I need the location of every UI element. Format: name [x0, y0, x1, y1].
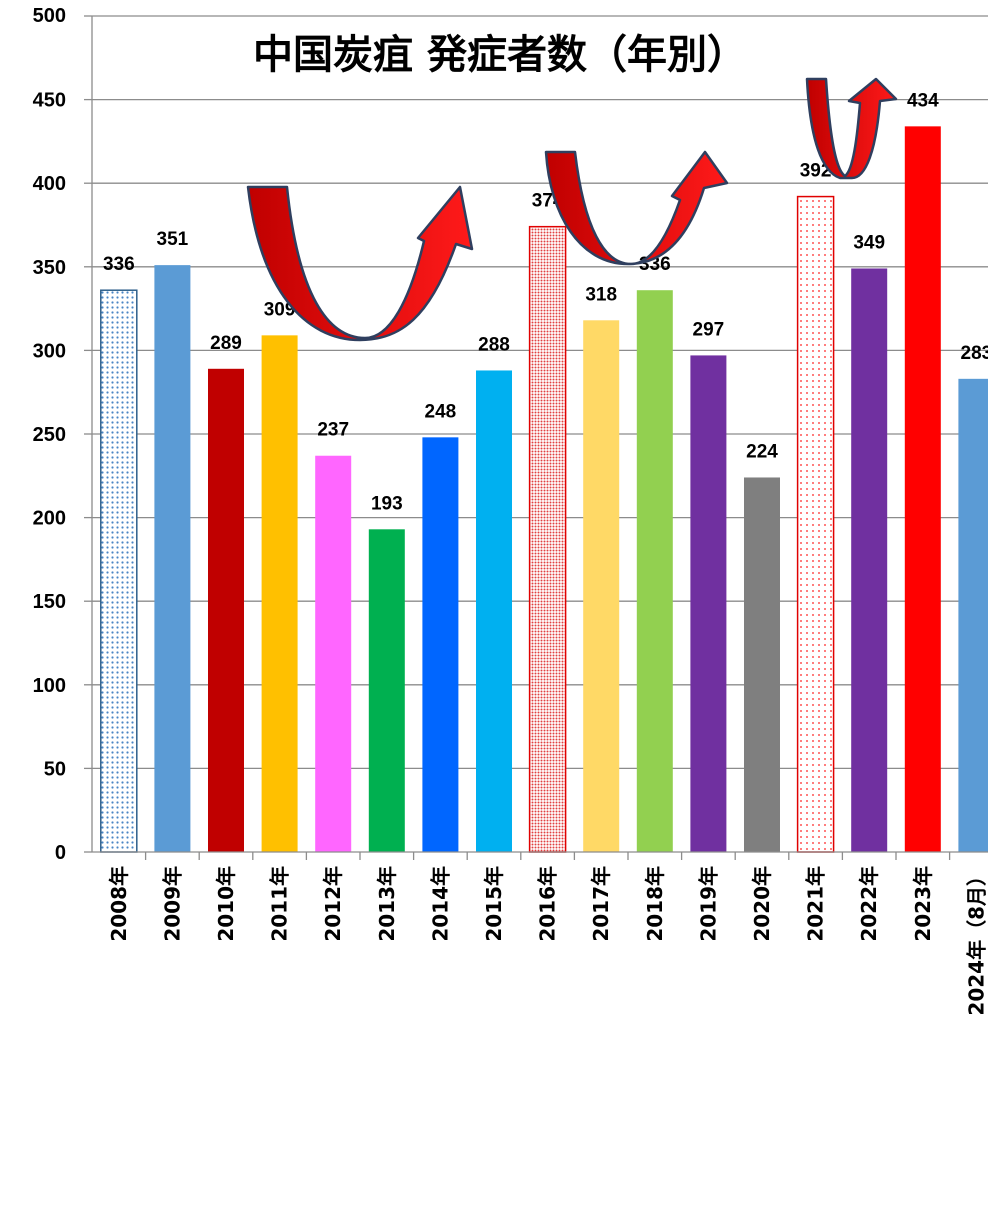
bars	[100, 126, 988, 853]
data-label: 392	[800, 161, 832, 182]
bar	[796, 195, 835, 853]
bar	[476, 370, 512, 852]
bar	[422, 437, 459, 852]
x-tick-label: 2012年	[321, 866, 345, 942]
x-tick-label: 2008年	[107, 866, 131, 942]
x-tick-label: 2010年	[214, 866, 238, 942]
y-tick-label: 300	[33, 340, 66, 362]
u-turn-arrow-icon	[246, 185, 474, 342]
bar	[744, 477, 780, 852]
x-tick-label: 2015年	[482, 866, 506, 942]
bar	[100, 289, 138, 853]
y-tick-label: 450	[33, 90, 66, 112]
x-tick-label: 2018年	[643, 866, 667, 942]
x-tick-label: 2014年	[428, 866, 452, 942]
data-label: 349	[853, 232, 885, 253]
bar	[208, 368, 244, 852]
bar	[851, 268, 888, 852]
bar	[154, 265, 191, 852]
x-tick-label: 2011年	[268, 866, 292, 942]
y-tick-label: 500	[33, 5, 66, 27]
data-label: 288	[478, 334, 510, 355]
bar	[368, 529, 405, 852]
x-tick-label: 2021年	[804, 866, 828, 942]
bar	[528, 225, 567, 853]
x-tick-label: 2016年	[536, 866, 560, 942]
data-label: 434	[907, 90, 939, 111]
x-axis: 2008年 2009年 2010年 2011年 2012年 2013年 2014年 2015年…	[92, 851, 988, 1016]
bar	[958, 378, 988, 852]
y-tick-label: 150	[33, 591, 66, 613]
x-tick-label: 2024年（8月）	[964, 866, 988, 1016]
data-label: 224	[746, 441, 778, 462]
x-tick-label: 2019年	[696, 866, 720, 942]
chart-title: 中国炭疽 発症者数（年別）	[253, 32, 747, 78]
data-label: 351	[157, 229, 189, 250]
bar	[904, 126, 941, 853]
y-tick-label: 0	[55, 842, 66, 864]
data-label: 318	[585, 284, 617, 305]
x-tick-label: 2013年	[375, 866, 399, 942]
y-tick-label: 200	[33, 508, 66, 530]
data-label: 336	[103, 254, 135, 275]
data-label: 248	[425, 401, 457, 422]
x-tick-label: 2020年	[750, 866, 774, 942]
u-turn-arrow-icon	[544, 150, 729, 266]
data-label: 289	[210, 333, 242, 354]
u-turn-arrow-icon	[805, 77, 898, 180]
bar	[261, 335, 298, 852]
y-tick-label: 50	[44, 758, 66, 780]
y-tick-label: 100	[33, 675, 66, 697]
bar	[636, 290, 673, 852]
y-axis: 0 50 100 150 200 250 300 350 400 450 500	[33, 5, 93, 864]
x-tick-label: 2017年	[589, 866, 613, 942]
data-label: 237	[317, 420, 349, 441]
bar	[690, 355, 727, 852]
data-label: 283	[961, 343, 988, 364]
x-tick-label: 2022年	[857, 866, 881, 942]
y-tick-label: 400	[33, 173, 66, 195]
bar	[315, 455, 352, 852]
data-label: 193	[371, 493, 403, 514]
data-label: 297	[693, 319, 725, 340]
trend-arrows	[246, 77, 898, 342]
data-label: 309	[264, 299, 296, 320]
bar	[583, 320, 620, 853]
y-tick-label: 350	[33, 257, 66, 279]
x-tick-label: 2023年	[911, 866, 935, 942]
y-tick-label: 250	[33, 424, 66, 446]
x-tick-label: 2009年	[160, 866, 184, 942]
